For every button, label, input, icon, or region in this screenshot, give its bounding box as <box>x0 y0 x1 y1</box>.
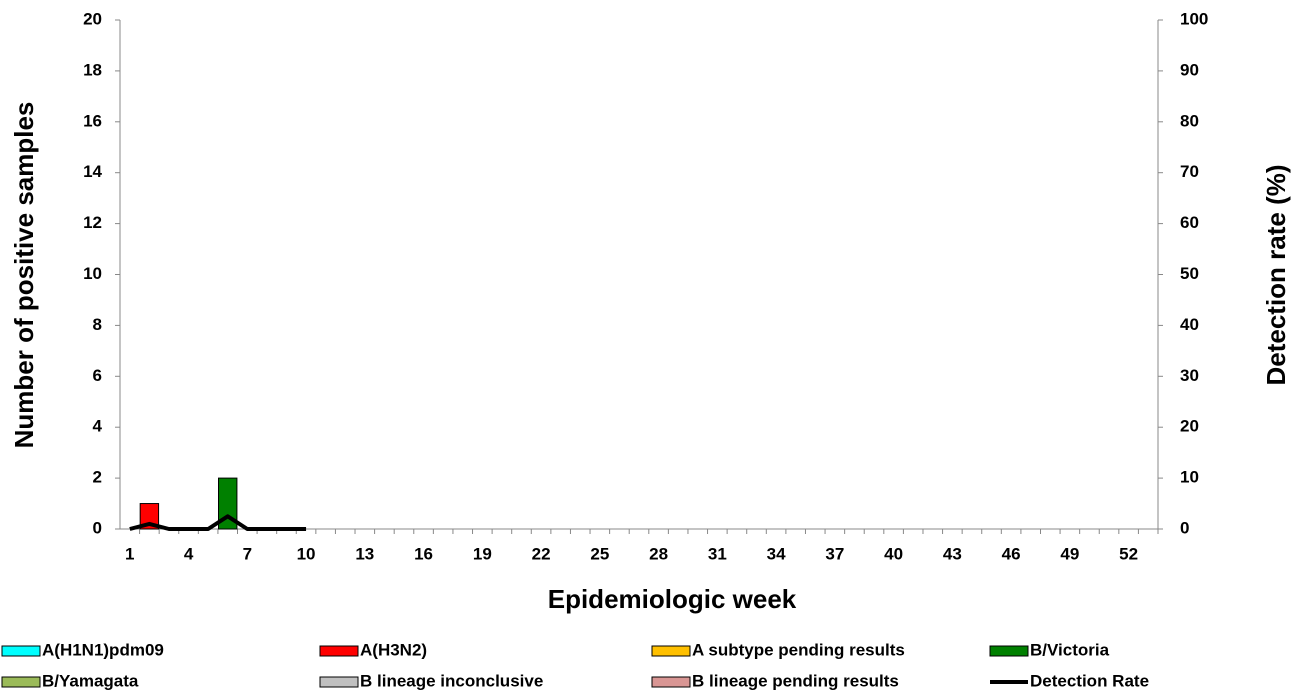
x-axis-title: Epidemiologic week <box>548 584 797 614</box>
x-tick-label: 52 <box>1119 544 1138 563</box>
y2-tick-label: 50 <box>1180 264 1199 283</box>
legend-label: B/Yamagata <box>42 671 139 690</box>
y2-tick-label: 90 <box>1180 60 1199 79</box>
y-tick-label: 12 <box>83 213 102 232</box>
line <box>129 514 307 531</box>
y-tick-label: 4 <box>93 417 103 436</box>
x-tick-label: 1 <box>125 544 134 563</box>
x-tick-label: 13 <box>355 544 374 563</box>
y-tick-label: 10 <box>83 264 102 283</box>
y-tick-label: 2 <box>93 468 102 487</box>
y-tick-label: 20 <box>83 9 102 28</box>
y-tick-label: 16 <box>83 111 102 130</box>
y-tick-label: 0 <box>93 518 102 537</box>
legend-label: B lineage pending results <box>692 671 899 690</box>
y2-tick-label: 60 <box>1180 213 1199 232</box>
x-tick-label: 40 <box>884 544 903 563</box>
legend-label: A subtype pending results <box>692 640 905 659</box>
legend-label: B/Victoria <box>1030 640 1110 659</box>
y2-tick-label: 70 <box>1180 162 1199 181</box>
legend-swatch <box>651 676 691 688</box>
x-tick-label: 19 <box>473 544 492 563</box>
legend-swatch <box>1 645 41 657</box>
x-tick-label: 37 <box>825 544 844 563</box>
x-tick-label: 46 <box>1002 544 1021 563</box>
y2-tick-label: 20 <box>1180 417 1199 436</box>
x-tick-label: 7 <box>243 544 252 563</box>
legend-swatch <box>989 645 1029 657</box>
y2-axis-title: Detection rate (%) <box>1261 164 1291 385</box>
legend-swatch <box>1 676 41 688</box>
y-tick-label: 8 <box>93 315 102 334</box>
x-tick-label: 49 <box>1060 544 1079 563</box>
y2-tick-label: 30 <box>1180 366 1199 385</box>
legend-label: Detection Rate <box>1030 671 1149 690</box>
legend-label: A(H3N2) <box>360 640 427 659</box>
legend-label: B lineage inconclusive <box>360 671 543 690</box>
x-tick-label: 22 <box>532 544 551 563</box>
y-tick-label: 14 <box>83 162 102 181</box>
legend-swatch <box>319 645 359 657</box>
y2-tick-label: 40 <box>1180 315 1199 334</box>
x-tick-label: 16 <box>414 544 433 563</box>
x-tick-label: 25 <box>590 544 609 563</box>
bar <box>139 503 160 530</box>
x-tick-label: 31 <box>708 544 727 563</box>
y2-tick-label: 10 <box>1180 468 1199 487</box>
legend-label: A(H1N1)pdm09 <box>42 640 164 659</box>
bar <box>218 477 238 530</box>
x-tick-label: 10 <box>297 544 316 563</box>
x-tick-label: 34 <box>767 544 786 563</box>
y-tick-label: 6 <box>93 366 102 385</box>
x-tick-label: 28 <box>649 544 668 563</box>
x-tick-label: 4 <box>184 544 194 563</box>
legend-swatch <box>651 645 691 657</box>
y-tick-label: 18 <box>83 60 102 79</box>
y2-tick-label: 80 <box>1180 111 1199 130</box>
y2-tick-label: 0 <box>1180 518 1189 537</box>
legend-swatch <box>319 676 359 688</box>
y2-tick-label: 100 <box>1180 9 1208 28</box>
x-tick-label: 43 <box>943 544 962 563</box>
y-axis-title: Number of positive samples <box>9 102 39 449</box>
